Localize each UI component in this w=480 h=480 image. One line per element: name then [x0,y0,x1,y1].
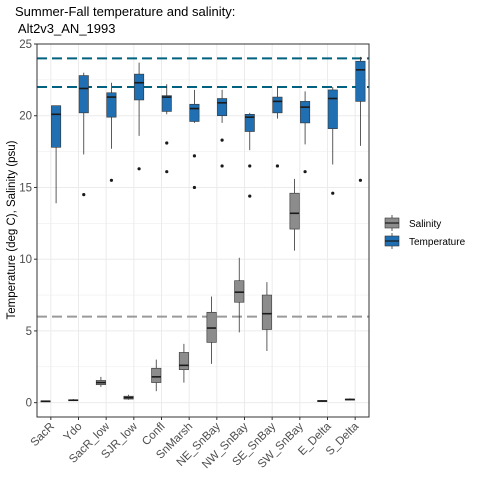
boxes [40,56,366,403]
y-axis-label: Temperature (deg C), Salinity (psu) [6,140,18,319]
outlier-point [192,185,197,190]
box-body [151,367,162,383]
outlier-point [109,178,114,182]
legend-label: Salinity [409,219,441,230]
y-tick-label: 5 [26,326,32,338]
y-tick-label: 0 [26,398,32,410]
box-body [355,60,366,102]
box-body [78,75,89,114]
x-tick-label: SacR [29,421,57,449]
box-salinity-ne_snbay [206,296,217,364]
box-salinity-snmarsh [178,343,189,383]
box-body [327,89,338,129]
box-body [189,103,200,122]
outlier-point [220,138,224,142]
y-tick-label: 20 [19,111,32,123]
box-temperature-sw_snbay [300,91,311,174]
box-salinity-sjr_low [123,394,134,400]
box-temperature-snmarsh [189,89,200,190]
legend-label: Temperature [409,237,466,248]
box-temperature-nw_snbay [244,112,255,198]
box-body [51,105,62,148]
legend: Salinity Temperature [384,215,466,249]
plot-panel [37,44,369,417]
box-body [106,92,117,118]
box-body [161,95,172,112]
chart-title-line1: Summer-Fall temperature and salinity: [15,4,235,19]
box-temperature-confl [161,84,172,174]
box-body [289,192,300,230]
box-salinity-s_delta [344,398,355,401]
outlier-point [275,164,280,168]
box-body [272,96,283,114]
box-body [217,98,228,117]
outlier-point [303,170,307,174]
box-body [261,294,272,330]
outlier-point [331,191,335,195]
outlier-point [220,164,224,168]
box-salinity-nw_snbay [234,257,245,333]
box-temperature-sacr_low [106,82,117,182]
box-salinity-confl [151,359,162,392]
box-body [300,101,311,124]
box-body [178,352,189,370]
box-salinity-ydo [68,399,79,402]
outlier-point [165,141,169,145]
y-tick-label: 10 [19,254,32,266]
outlier-point [165,170,169,174]
reference-lines [37,57,369,318]
box-salinity-sacr_low [95,376,106,387]
box-salinity-sw_snbay [289,178,300,251]
box-temperature-se_snbay [272,87,283,168]
box-body [244,113,255,132]
outlier-point [248,194,252,198]
outlier-point [192,154,197,158]
plot-border [36,43,370,418]
box-temperature-ydo [78,72,89,197]
y-tick-label: 15 [19,182,32,194]
box-salinity-se_snbay [261,282,272,352]
box-salinity-e_delta [317,400,328,402]
box-temperature-sjr_low [134,62,145,171]
chart-title-line2: Alt2v3_AN_1993 [15,21,115,36]
legend-item-temperature: Temperature [384,233,466,249]
box-temperature-e_delta [327,87,338,195]
outlier-point [248,164,252,168]
box-temperature-ne_snbay [217,89,228,168]
legend-item-salinity: Salinity [384,215,441,231]
outlier-point [82,193,86,197]
outlier-point [358,178,363,182]
outlier-point [137,167,141,171]
box-body [134,73,145,101]
box-salinity-sacr [40,400,51,403]
x-tick-label: Ydo [62,421,85,444]
y-tick-label: 25 [19,39,32,51]
y-ticks: 0 5 10 15 20 25 [19,39,37,410]
box-temperature-sacr [51,105,62,204]
box-temperature-s_delta [355,56,366,182]
